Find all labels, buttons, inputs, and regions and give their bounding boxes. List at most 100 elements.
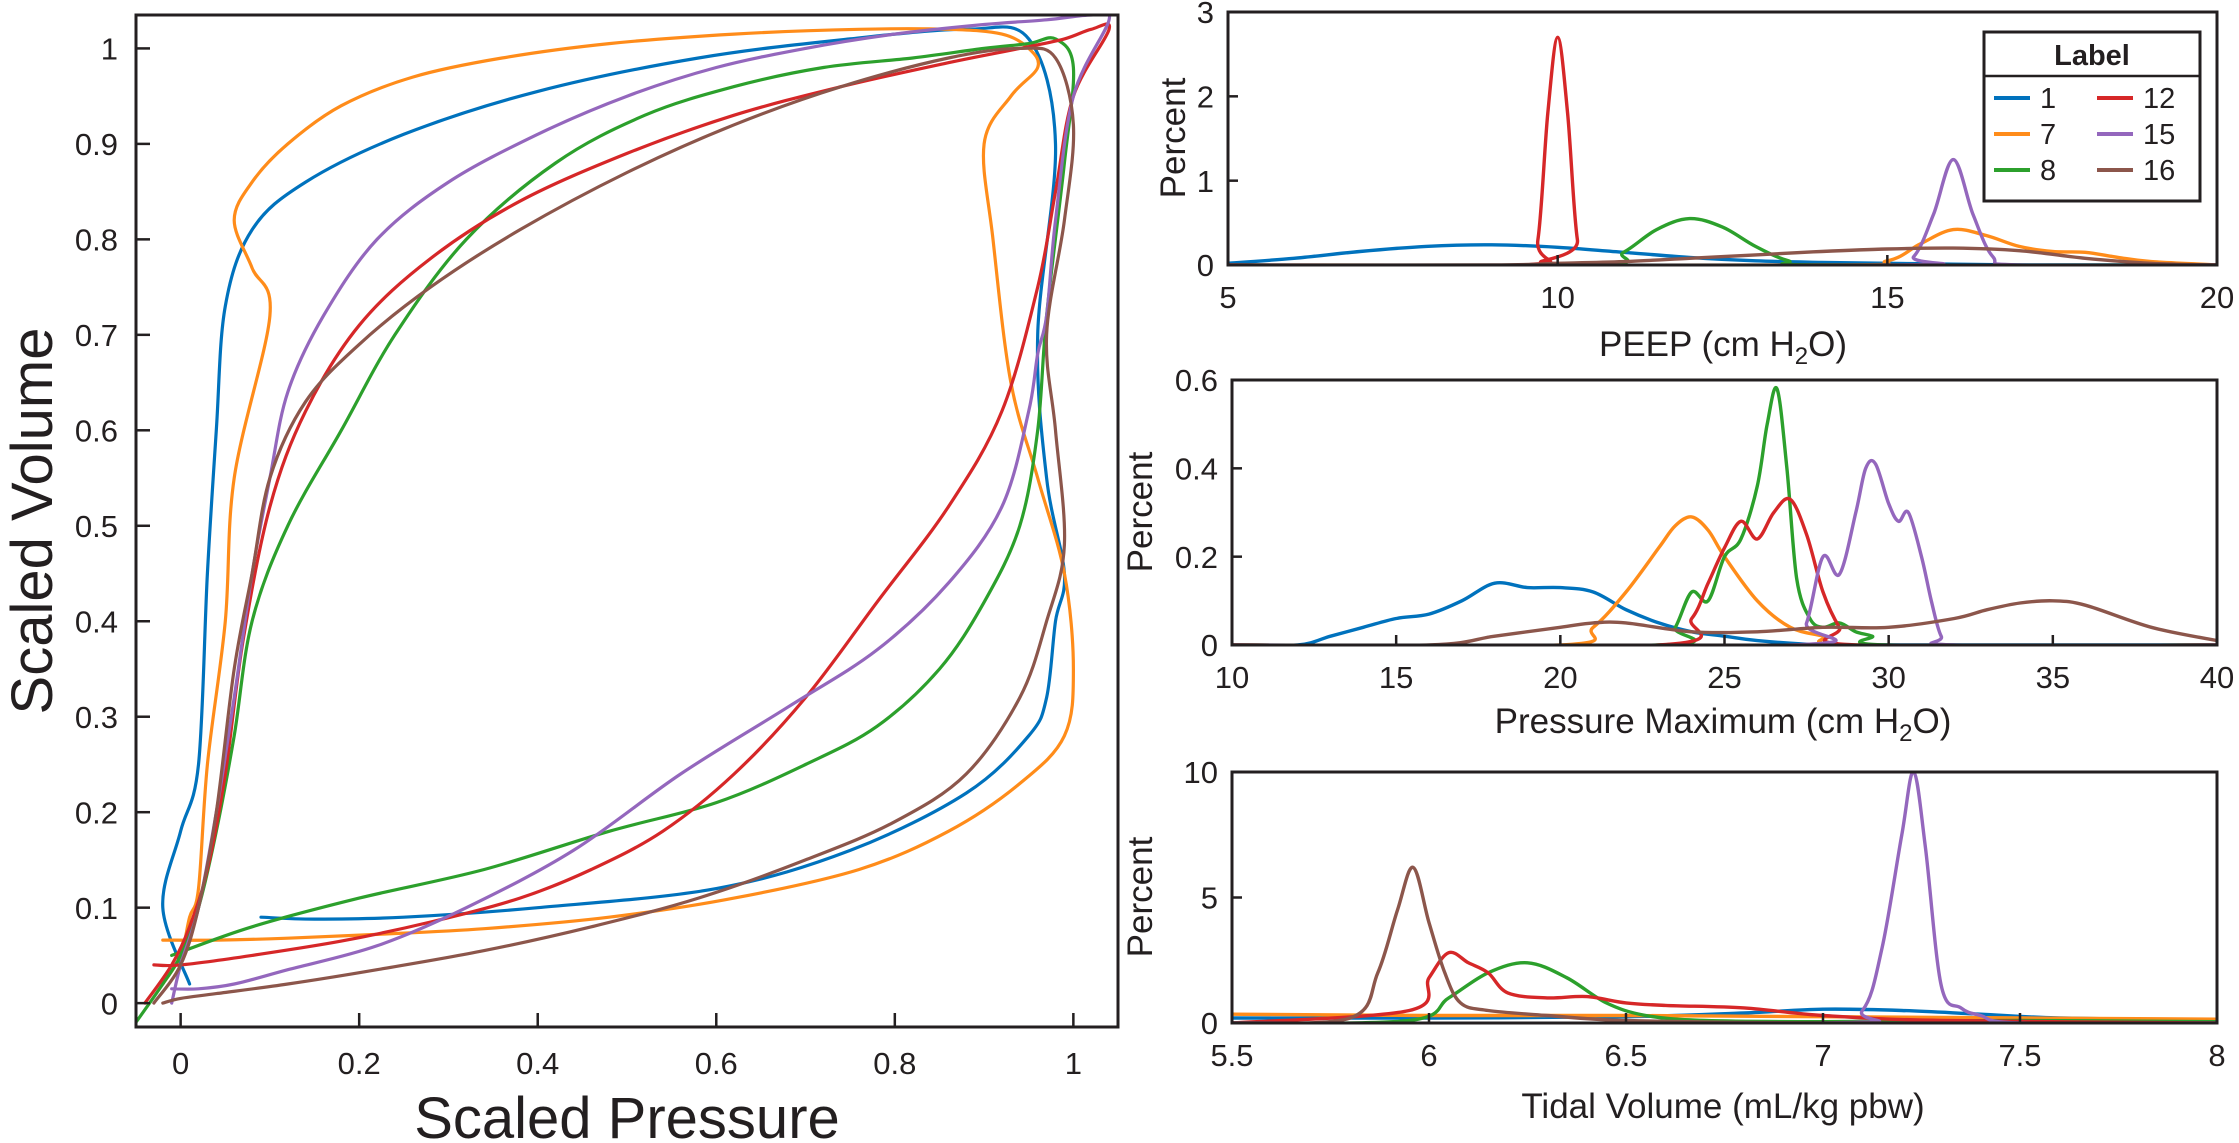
pv-ytick-label: 1 (101, 32, 118, 67)
tidal-xtick-label: 7 (1814, 1038, 1831, 1073)
pv-series-15-line (170, 15, 1112, 1005)
tidal-x-axis-label: Tidal Volume (mL/kg pbw) (1521, 1087, 1924, 1126)
tidal-ytick-label: 5 (1201, 881, 1218, 916)
pmax-series-7-line (1232, 515, 2217, 645)
pv-chart: 0 0.2 0.4 0.6 0.8 1 0 0.1 0.2 0.3 0.4 0.5 0.6 0.7 0.8… (0, 13, 1120, 1143)
pmax-y-axis-label: Percent (1121, 451, 1160, 572)
pmax-x-axis-label-main: Pressure Maximum (cm H (1495, 702, 1899, 741)
pmax-series-8-line (1232, 385, 2217, 645)
pmax-series-16-line (1232, 599, 2217, 645)
pv-series-8-line (136, 36, 1076, 1024)
pv-ytick-label: 0.1 (75, 891, 118, 926)
tidal-xtick-label: 5.5 (1210, 1038, 1253, 1073)
pmax-x-axis-label: Pressure Maximum (cm H2O) (1495, 702, 1952, 747)
peep-xticks: 5 10 15 20 (1219, 255, 2234, 315)
pmax-xtick-label: 10 (1215, 660, 1249, 695)
peep-xtick-label: 5 (1219, 280, 1236, 315)
pv-xtick-label: 1 (1065, 1046, 1082, 1081)
pv-ytick-label: 0.3 (75, 700, 118, 735)
pv-ytick-label: 0.8 (75, 223, 118, 258)
pmax-ytick-label: 0.6 (1175, 363, 1218, 398)
pmax-series-group (1232, 385, 2217, 645)
pmax-ytick-label: 0 (1201, 628, 1218, 663)
peep-xtick-label: 15 (1870, 280, 1904, 315)
pmax-x-axis-label-sub: 2 (1899, 720, 1912, 747)
tidal-xtick-label: 7.5 (1998, 1038, 2041, 1073)
pmax-yticks: 0 0.2 0.4 0.6 (1175, 363, 1242, 663)
pv-series-group (136, 15, 1112, 1024)
tidal-series-16-line (1232, 865, 2217, 1023)
pmax-ytick-label: 0.2 (1175, 540, 1218, 575)
pmax-xtick-label: 25 (1707, 660, 1741, 695)
tidal-yticks: 0 5 10 (1184, 755, 1242, 1041)
pv-xtick-label: 0 (172, 1046, 189, 1081)
tidal-ytick-label: 10 (1184, 755, 1218, 790)
pv-ytick-label: 0.4 (75, 604, 118, 639)
tidal-xtick-label: 6.5 (1604, 1038, 1647, 1073)
tidal-xtick-label: 8 (2208, 1038, 2225, 1073)
peep-series-1-line (1228, 243, 2217, 265)
peep-y-axis-label: Percent (1154, 77, 1193, 198)
tidal-series-group (1232, 772, 2217, 1023)
peep-ytick-label: 3 (1197, 0, 1214, 30)
pv-yticks: 0 0.1 0.2 0.3 0.4 0.5 0.6 0.7 0.8 0.9 1 (75, 32, 150, 1021)
peep-series-7-line (1228, 227, 2217, 265)
pv-y-axis-label: Scaled Volume (0, 328, 65, 715)
legend-entries: 1 12 7 15 8 16 (1994, 83, 2175, 187)
pv-ytick-label: 0.2 (75, 795, 118, 830)
pmax-series-15-line (1232, 458, 2217, 645)
tidal-ytick-label: 0 (1201, 1006, 1218, 1041)
pv-series-7-line (161, 27, 1075, 986)
pmax-xtick-label: 35 (2036, 660, 2070, 695)
legend: Label 1 12 7 15 8 16 (1982, 30, 2202, 203)
pv-xtick-label: 0.4 (516, 1046, 559, 1081)
pv-xticks: 0 0.2 0.4 0.6 0.8 1 (172, 1013, 1082, 1081)
pv-series-1-line (161, 25, 1067, 986)
legend-label-7: 7 (2040, 119, 2056, 151)
pv-series-12-line (143, 22, 1112, 1005)
tidal-xticks: 5.5 6 6.5 7 7.5 8 (1210, 1013, 2226, 1073)
peep-x-axis-label-sub: 2 (1795, 343, 1808, 370)
pv-series-16-line (152, 46, 1076, 1005)
pmax-xtick-label: 20 (1543, 660, 1577, 695)
pv-ytick-label: 0 (101, 986, 118, 1021)
legend-label-12: 12 (2143, 83, 2175, 115)
pv-xtick-label: 0.8 (873, 1046, 916, 1081)
legend-label-8: 8 (2040, 155, 2056, 187)
pmax-xtick-label: 40 (2200, 660, 2234, 695)
tidal-series-7-line (1232, 1012, 2217, 1021)
peep-plot-frame (1226, 10, 2219, 267)
pmax-xtick-label: 30 (1871, 660, 1905, 695)
pmax-x-axis-label-end: O) (1912, 702, 1951, 741)
legend-label-1: 1 (2040, 83, 2056, 115)
legend-title: Label (2054, 40, 2130, 72)
peep-ytick-label: 2 (1197, 79, 1214, 114)
tidal-xtick-label: 6 (1420, 1038, 1437, 1073)
pv-xtick-label: 0.2 (338, 1046, 381, 1081)
tidal-plot-frame (1230, 770, 2219, 1025)
peep-x-axis-label-main: PEEP (cm H (1599, 325, 1795, 364)
peep-ytick-label: 0 (1197, 248, 1214, 283)
pv-x-axis-label: Scaled Pressure (414, 1086, 840, 1143)
peep-xtick-label: 10 (1540, 280, 1574, 315)
peep-x-axis-label: PEEP (cm H2O) (1599, 325, 1847, 370)
pv-xtick-label: 0.6 (695, 1046, 738, 1081)
pv-plot-frame (134, 13, 1120, 1029)
tidal-series-12-line (1232, 950, 2217, 1023)
pv-ytick-label: 0.9 (75, 127, 118, 162)
peep-x-axis-label-end: O) (1808, 325, 1847, 364)
peep-yticks: 0 1 2 3 (1197, 0, 1238, 283)
legend-label-16: 16 (2143, 155, 2175, 187)
peep-ytick-label: 1 (1197, 164, 1214, 199)
pmax-series-1-line (1232, 581, 2217, 645)
pmax-chart: 10 15 20 25 30 35 40 0 0.2 0.4 0.6 Pressure Maxim… (1121, 363, 2234, 747)
pmax-plot-frame (1230, 378, 2219, 647)
pmax-series-12-line (1232, 496, 2217, 645)
legend-box (1982, 30, 2202, 203)
pmax-xticks: 10 15 20 25 30 35 40 (1215, 635, 2234, 695)
tidal-series-15-line (1232, 772, 2217, 1023)
legend-label-15: 15 (2143, 119, 2175, 151)
tidal-chart: 5.5 6 6.5 7 7.5 8 0 5 10 Tidal Volume (mL/kg pb… (1121, 755, 2226, 1126)
peep-xtick-label: 20 (2200, 280, 2234, 315)
